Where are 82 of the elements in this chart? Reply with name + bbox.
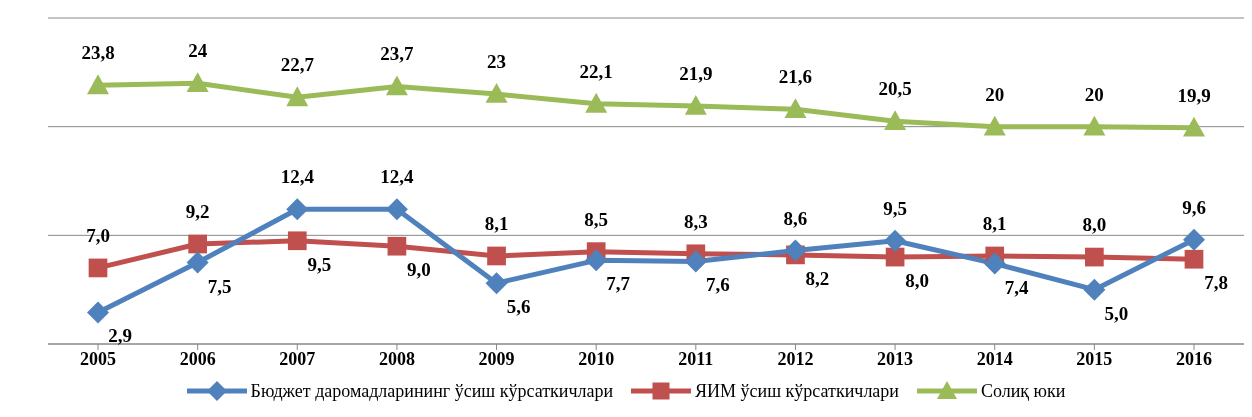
data-label: 20 <box>1084 83 1104 105</box>
data-label: 23,8 <box>81 42 115 64</box>
point <box>286 198 309 221</box>
point <box>88 258 108 278</box>
point <box>1184 249 1204 269</box>
point <box>387 236 407 256</box>
data-label: 7,5 <box>207 275 232 297</box>
x-tick-label: 2015 <box>1076 348 1113 369</box>
point <box>485 272 508 295</box>
data-label: 7,4 <box>1004 276 1030 298</box>
data-label: 8,0 <box>905 270 929 292</box>
data-label: 20 <box>985 83 1005 105</box>
point <box>1083 278 1106 301</box>
point <box>684 250 707 273</box>
point <box>186 72 209 92</box>
x-tick-label: 2011 <box>678 348 714 369</box>
data-label: 7,0 <box>86 224 110 246</box>
data-label: 22,1 <box>579 60 613 82</box>
point <box>487 246 506 266</box>
x-tick-label: 2016 <box>1176 348 1212 369</box>
data-label: 12,4 <box>380 166 415 188</box>
data-label: 21,6 <box>778 66 813 88</box>
point <box>585 249 608 272</box>
data-label: 23 <box>487 51 507 73</box>
data-label: 7,6 <box>705 274 730 296</box>
x-tick-label: 2008 <box>378 348 415 369</box>
data-label: 8,5 <box>584 208 609 230</box>
data-label: 9,5 <box>307 253 332 275</box>
data-label: 2,9 <box>108 325 132 347</box>
data-label: 19,9 <box>1177 84 1211 106</box>
data-label: 8,1 <box>982 212 1007 234</box>
point <box>385 75 408 96</box>
point <box>983 115 1006 136</box>
point <box>188 234 207 254</box>
data-label: 9,2 <box>185 201 210 223</box>
legend-label: Солиқ юки <box>980 380 1066 402</box>
data-label: 8,0 <box>1082 214 1107 236</box>
point <box>186 251 209 274</box>
data-label: 23,7 <box>380 43 415 65</box>
data-label: 12,4 <box>280 166 315 188</box>
point <box>87 74 109 95</box>
x-tick-label: 2006 <box>179 348 216 369</box>
point <box>287 231 307 251</box>
point <box>1183 116 1205 137</box>
legend-label: Бюджет даромадларининг ўсиш кўрсаткичлари <box>250 380 614 402</box>
x-tick-label: 2009 <box>478 348 515 369</box>
legend-label: ЯИМ ўсиш кўрсаткичлари <box>695 380 899 402</box>
data-label: 20,5 <box>878 78 912 100</box>
data-label: 9,0 <box>407 259 431 281</box>
point <box>784 98 807 119</box>
data-label: 24 <box>188 40 208 62</box>
data-label: 9,5 <box>883 197 907 219</box>
point <box>1085 247 1104 267</box>
data-label: 9,6 <box>1182 196 1206 218</box>
data-label: 22,7 <box>280 54 315 76</box>
point <box>784 239 807 262</box>
point <box>1083 115 1106 136</box>
point <box>87 301 109 324</box>
data-label: 7,7 <box>606 273 631 295</box>
data-label: 8,1 <box>484 212 509 234</box>
point <box>286 86 309 107</box>
x-tick-label: 2010 <box>578 348 615 369</box>
data-label: 8,3 <box>683 210 708 232</box>
data-label: 5,0 <box>1104 302 1129 324</box>
point <box>585 92 608 113</box>
point <box>385 198 408 221</box>
x-tick-label: 2013 <box>877 348 914 369</box>
x-tick-label: 2005 <box>80 348 116 369</box>
point <box>1183 228 1205 251</box>
x-tick-label: 2012 <box>777 348 814 369</box>
point <box>884 229 907 252</box>
point <box>884 110 907 131</box>
data-label: 21,9 <box>679 63 713 85</box>
data-label: 8,2 <box>805 267 830 289</box>
data-label: 7,8 <box>1204 272 1228 294</box>
point <box>485 83 508 103</box>
data-label: 8,6 <box>783 207 808 229</box>
x-tick-label: 2007 <box>279 348 316 369</box>
data-label: 5,6 <box>506 296 531 318</box>
x-tick-label: 2014 <box>976 348 1013 369</box>
point <box>684 95 707 115</box>
point <box>983 252 1006 275</box>
